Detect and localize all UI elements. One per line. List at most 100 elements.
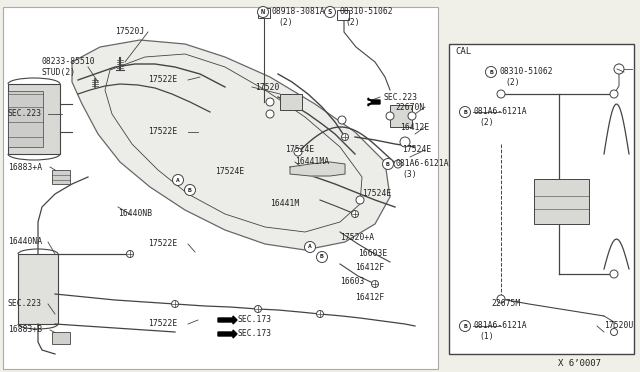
Text: 16440NB: 16440NB <box>118 209 152 218</box>
Circle shape <box>317 311 323 317</box>
Circle shape <box>338 116 346 124</box>
Text: 17524E: 17524E <box>402 145 431 154</box>
Circle shape <box>611 328 618 336</box>
Text: 081A6-6121A: 081A6-6121A <box>396 160 450 169</box>
Circle shape <box>184 185 195 196</box>
Text: S: S <box>328 9 332 15</box>
Bar <box>52 170 70 184</box>
Text: 16603: 16603 <box>340 278 364 286</box>
Circle shape <box>305 241 316 253</box>
Bar <box>258 8 270 18</box>
Text: (1): (1) <box>479 331 493 340</box>
Polygon shape <box>368 98 380 106</box>
Text: X 6’0007: X 6’0007 <box>558 359 601 369</box>
Text: B: B <box>463 109 467 115</box>
Circle shape <box>356 196 364 204</box>
Bar <box>280 94 302 110</box>
Text: SEC.223: SEC.223 <box>8 299 42 308</box>
Circle shape <box>173 174 184 186</box>
Text: 08233-85510: 08233-85510 <box>42 58 95 67</box>
Text: (2): (2) <box>479 118 493 126</box>
Text: B: B <box>386 161 390 167</box>
Text: 16441M: 16441M <box>270 199 300 208</box>
Circle shape <box>317 251 328 263</box>
Text: 17522E: 17522E <box>148 76 177 84</box>
Circle shape <box>351 211 358 218</box>
Text: 16883+B: 16883+B <box>8 326 42 334</box>
Bar <box>337 10 349 20</box>
Text: 16440NA: 16440NA <box>8 237 42 247</box>
Circle shape <box>610 90 618 98</box>
Text: B: B <box>188 187 192 192</box>
Text: 16412F: 16412F <box>355 263 384 272</box>
Text: 17522E: 17522E <box>148 240 177 248</box>
Circle shape <box>266 110 274 118</box>
Bar <box>3 7 438 369</box>
Text: 17524E: 17524E <box>362 189 391 199</box>
Text: 081A6-6121A: 081A6-6121A <box>473 108 527 116</box>
Bar <box>390 105 412 127</box>
Text: 17522E: 17522E <box>148 128 177 137</box>
Text: (3): (3) <box>402 170 417 179</box>
Circle shape <box>400 137 410 147</box>
Text: 22670N: 22670N <box>395 103 424 112</box>
Bar <box>534 179 589 224</box>
Text: 08310-51062: 08310-51062 <box>499 67 552 77</box>
Polygon shape <box>290 162 345 176</box>
Text: 16412E: 16412E <box>400 122 429 131</box>
Text: SEC.223: SEC.223 <box>8 109 42 119</box>
Text: A: A <box>308 244 312 250</box>
Text: CAL: CAL <box>455 48 471 57</box>
Circle shape <box>460 106 470 118</box>
Circle shape <box>294 148 302 156</box>
Bar <box>449 44 634 354</box>
Text: 17520: 17520 <box>255 83 280 92</box>
Text: 17522E: 17522E <box>148 320 177 328</box>
Bar <box>18 254 58 324</box>
Text: (2): (2) <box>278 17 292 26</box>
Text: SEC.223: SEC.223 <box>383 93 417 102</box>
Bar <box>52 332 70 344</box>
Text: SEC.173: SEC.173 <box>238 315 272 324</box>
Circle shape <box>255 305 262 312</box>
Text: 16441MA: 16441MA <box>295 157 329 167</box>
Circle shape <box>610 270 618 278</box>
Text: 17524E: 17524E <box>215 167 244 176</box>
Circle shape <box>257 6 269 17</box>
Circle shape <box>497 295 505 303</box>
Text: 16412F: 16412F <box>355 292 384 301</box>
Text: 16883+A: 16883+A <box>8 163 42 171</box>
Circle shape <box>324 6 335 17</box>
Text: B: B <box>320 254 324 260</box>
Text: (2): (2) <box>505 77 520 87</box>
Circle shape <box>172 301 179 308</box>
Text: (2): (2) <box>345 17 360 26</box>
Polygon shape <box>218 330 237 338</box>
Text: 08918-3081A: 08918-3081A <box>272 7 326 16</box>
Circle shape <box>408 112 416 120</box>
Polygon shape <box>72 40 390 250</box>
Text: SEC.173: SEC.173 <box>238 330 272 339</box>
Circle shape <box>386 112 394 120</box>
Text: 22675M: 22675M <box>491 299 520 308</box>
Circle shape <box>127 250 134 257</box>
Text: 08310-51062: 08310-51062 <box>339 7 392 16</box>
Text: 17520U: 17520U <box>604 321 633 330</box>
Circle shape <box>614 64 624 74</box>
Circle shape <box>460 321 470 331</box>
Text: 16603E: 16603E <box>358 250 387 259</box>
Circle shape <box>371 280 378 288</box>
Text: 17524E: 17524E <box>285 145 314 154</box>
Text: STUD(2): STUD(2) <box>42 67 76 77</box>
Polygon shape <box>218 316 237 324</box>
Text: 081A6-6121A: 081A6-6121A <box>473 321 527 330</box>
Circle shape <box>486 67 497 77</box>
Text: B: B <box>489 70 493 74</box>
Text: A: A <box>176 177 180 183</box>
Text: B: B <box>463 324 467 328</box>
Circle shape <box>383 158 394 170</box>
Circle shape <box>394 160 402 168</box>
Circle shape <box>342 134 349 141</box>
Text: 17520+A: 17520+A <box>340 232 374 241</box>
Bar <box>8 84 60 154</box>
